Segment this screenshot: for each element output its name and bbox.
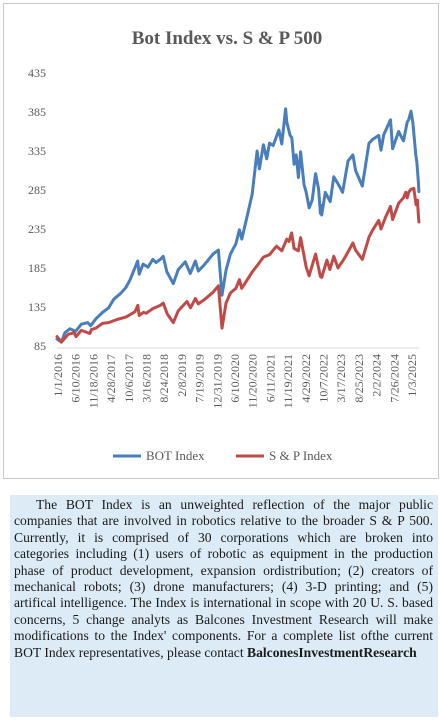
x-tick-label: 10/6/2017: [122, 354, 136, 403]
x-tick-label: 2/2/2024: [370, 354, 384, 397]
chart-title: Bot Index vs. S & P 500: [132, 28, 323, 49]
y-axis-ticks: 85 135 185 235 285 335 385 435: [28, 66, 46, 353]
x-tick-label: 1/3/2025: [405, 354, 419, 397]
y-tick-label: 135: [28, 300, 46, 314]
y-tick-label: 285: [28, 183, 46, 197]
description-panel: The BOT Index is an unweighted reflectio…: [10, 495, 438, 717]
x-tick-label: 10/7/2022: [317, 354, 331, 403]
contact-name: BalconesInvestmentResearch: [247, 644, 417, 660]
x-tick-label: 3/16/2018: [140, 354, 154, 403]
x-tick-label: 7/19/2019: [193, 354, 207, 403]
y-tick-label: 185: [28, 261, 46, 275]
y-tick-label: 435: [28, 66, 46, 80]
y-tick-label: 385: [28, 105, 46, 119]
x-tick-label: 2/8/2019: [175, 354, 189, 397]
bot-index-line: [55, 107, 421, 344]
x-tick-label: 4/29/2022: [299, 354, 313, 403]
y-tick-label: 235: [28, 222, 46, 236]
x-tick-label: 6/11/2021: [263, 354, 277, 402]
legend-bot-index-label: BOT Index: [146, 448, 205, 463]
x-tick-label: 6/10/2020: [228, 354, 242, 403]
x-tick-label: 11/19/2021: [281, 354, 295, 408]
x-tick-label: 3/17/2023: [334, 354, 348, 403]
x-tick-label: 8/25/2023: [352, 354, 366, 403]
description-text: The BOT Index is an unweighted reflectio…: [14, 497, 433, 661]
legend-sp-index-label: S & P Index: [269, 448, 333, 463]
x-tick-label: 11/18/2016: [86, 354, 100, 408]
x-tick-label: 6/10/2016: [69, 354, 83, 403]
x-tick-label: 7/26/2024: [387, 354, 401, 403]
y-tick-label: 335: [28, 144, 46, 158]
x-tick-label: 11/20/2020: [246, 354, 260, 408]
y-tick-label: 85: [34, 339, 46, 353]
series-group: [55, 107, 421, 344]
x-tick-label: 8/24/2018: [157, 354, 171, 403]
bot-vs-sp-chart: Bot Index vs. S & P 500 85 135 185 235 285 33…: [28, 28, 421, 463]
legend: BOT Index S & P Index: [113, 448, 333, 463]
description-body: The BOT Index is an unweighted reflectio…: [14, 497, 433, 660]
chart-container: Bot Index vs. S & P 500 85 135 185 235 285 33…: [3, 3, 439, 479]
sp-index-line: [55, 186, 421, 344]
x-tick-label: 4/28/2017: [104, 354, 118, 403]
x-tick-label: 12/31/2019: [210, 354, 224, 409]
x-tick-label: 1/1/2016: [51, 354, 65, 397]
x-axis-ticks: 1/1/2016 6/10/2016 11/18/2016 4/28/2017 10/6…: [51, 354, 419, 409]
